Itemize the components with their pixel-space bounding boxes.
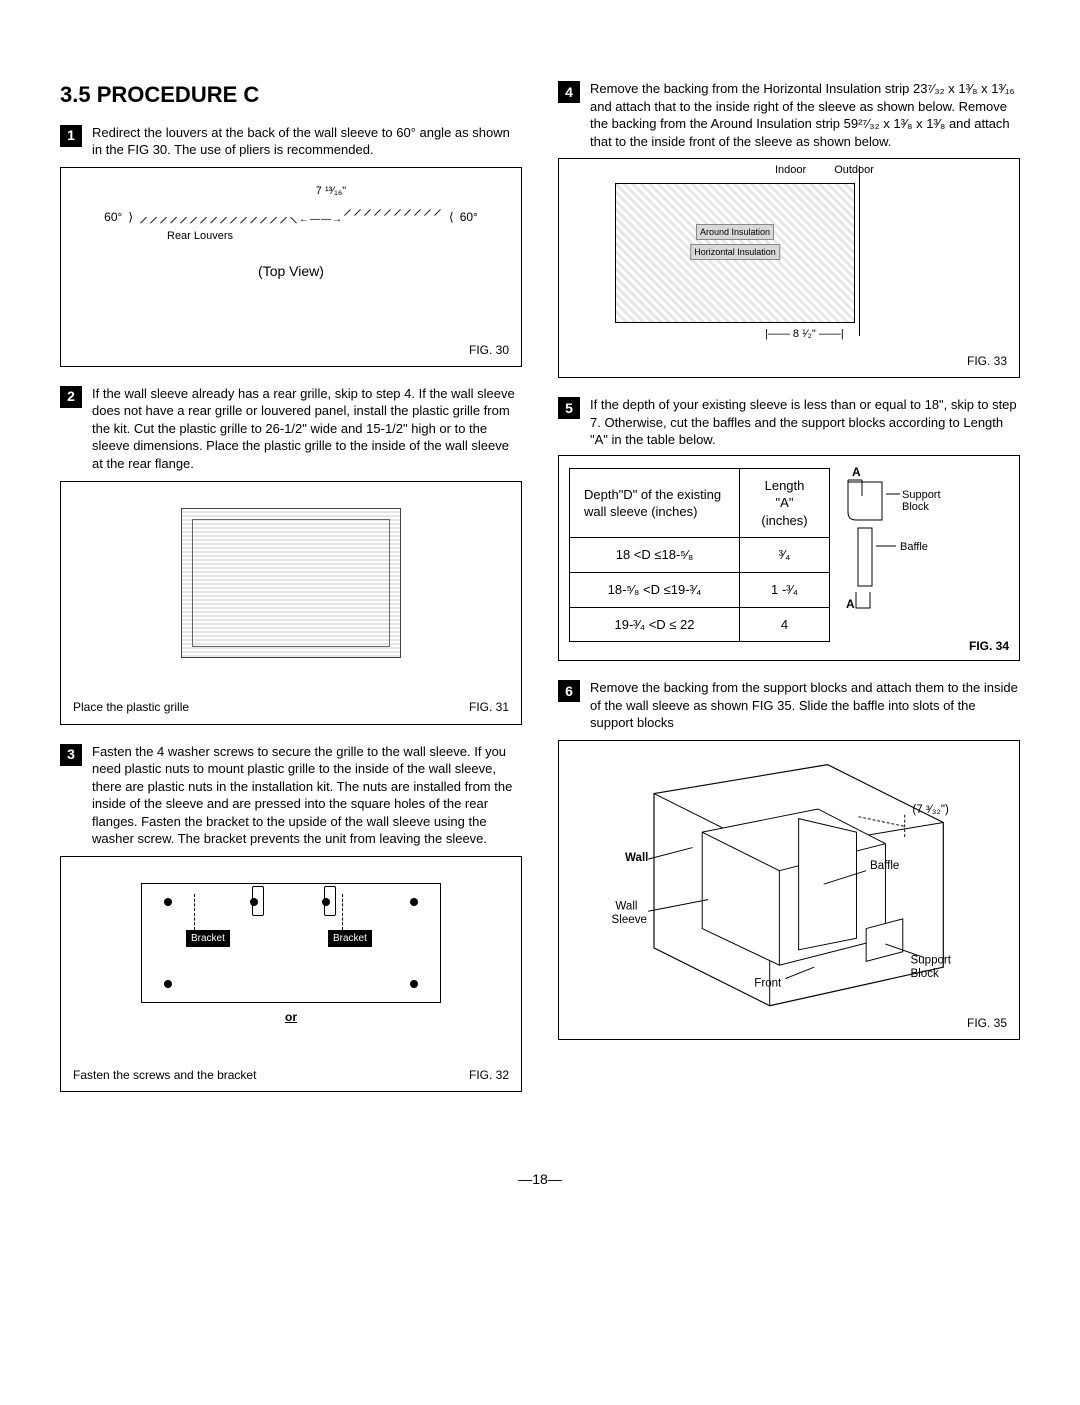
fig30-label: FIG. 30 xyxy=(469,342,509,358)
step-badge-4: 4 xyxy=(558,81,580,103)
svg-text:Front: Front xyxy=(754,977,782,989)
svg-text:Support: Support xyxy=(911,954,952,966)
page-number: —18— xyxy=(60,1170,1020,1189)
svg-text:Wall: Wall xyxy=(625,852,648,864)
svg-text:Block: Block xyxy=(902,501,929,513)
step-badge-2: 2 xyxy=(60,386,82,408)
section-title: 3.5 PROCEDURE C xyxy=(60,80,522,110)
fig31-caption: Place the plastic grille xyxy=(73,699,189,715)
indoor-label: Indoor xyxy=(775,163,806,178)
step-5-text: If the depth of your existing sleeve is … xyxy=(590,396,1020,449)
step-badge-5: 5 xyxy=(558,397,580,419)
step-3-text: Fasten the 4 washer screws to secure the… xyxy=(92,743,522,848)
fig31-label: FIG. 31 xyxy=(469,699,509,715)
fig35-diagram: Wall Wall Sleeve Baffle Front (7 ³⁄₃₂") … xyxy=(573,755,1005,1025)
top-view-label: (Top View) xyxy=(77,262,505,281)
svg-text:A: A xyxy=(852,465,861,479)
fig34-label: FIG. 34 xyxy=(969,638,1009,654)
step-6-text: Remove the backing from the support bloc… xyxy=(590,679,1020,732)
svg-text:Sleeve: Sleeve xyxy=(612,914,647,926)
outdoor-label: Outdoor xyxy=(834,163,874,178)
step-1-text: Redirect the louvers at the back of the … xyxy=(92,124,522,159)
fig32-caption: Fasten the screws and the bracket xyxy=(73,1067,256,1083)
rear-louvers-label: Rear Louvers xyxy=(167,229,505,244)
fig35-label: FIG. 35 xyxy=(967,1015,1007,1031)
svg-text:Wall: Wall xyxy=(615,900,637,912)
fig32-diagram: Bracket Bracket xyxy=(141,883,441,1003)
length-table: Depth"D" of the existing wall sleeve (in… xyxy=(569,468,830,642)
svg-text:Baffle: Baffle xyxy=(870,860,899,872)
fig32-or: or xyxy=(77,1009,505,1025)
fig30-angle-right: 60° xyxy=(460,209,478,225)
louver-ticks: ⸝⸝⸝⸝⸝⸝⸝⸝⸝⸝⸝⸝⸝⸝⸝⸜←——→⸍⸍⸍⸍⸍⸍⸍⸍⸍⸍ xyxy=(139,211,443,223)
fig30-dim: 7 ¹³⁄₁₆" xyxy=(157,184,505,199)
fig30-angle-left: 60° xyxy=(104,209,122,225)
fig32-label: FIG. 32 xyxy=(469,1067,509,1083)
step-badge-3: 3 xyxy=(60,744,82,766)
fig33-label: FIG. 33 xyxy=(967,353,1007,369)
step-badge-1: 1 xyxy=(60,125,82,147)
svg-text:Block: Block xyxy=(911,968,939,980)
step-badge-6: 6 xyxy=(558,680,580,702)
step-4-text: Remove the backing from the Horizontal I… xyxy=(590,80,1020,150)
svg-text:Support: Support xyxy=(902,489,941,501)
fig34-diagram: A Support Block Baffle A xyxy=(844,464,964,619)
fig31-diagram xyxy=(181,508,401,658)
svg-text:A: A xyxy=(846,597,855,611)
svg-text:(7 ³⁄₃₂"): (7 ³⁄₃₂") xyxy=(912,804,949,816)
svg-text:Baffle: Baffle xyxy=(900,541,928,553)
fig33-diagram: Around Insulation Horizontal Insulation xyxy=(615,183,855,323)
step-2-text: If the wall sleeve already has a rear gr… xyxy=(92,385,522,473)
